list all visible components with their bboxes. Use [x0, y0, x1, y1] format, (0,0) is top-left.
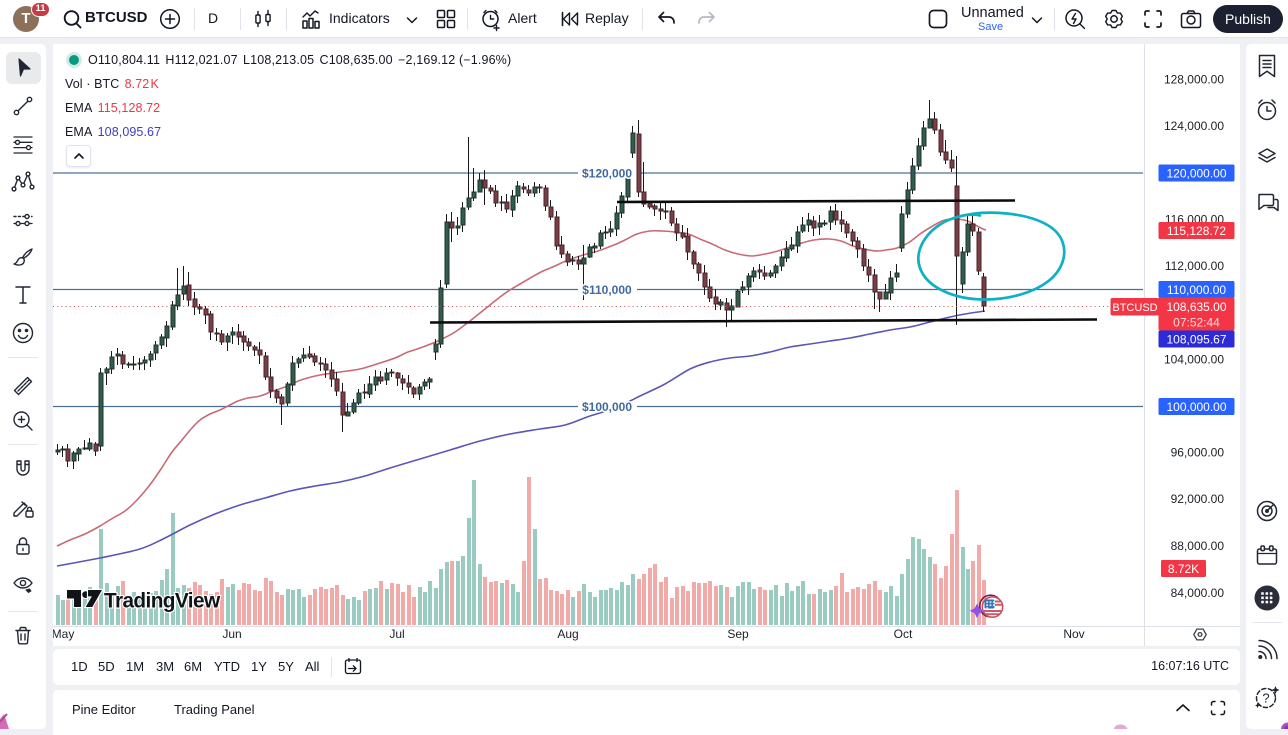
svg-text:?: ?	[1262, 691, 1269, 706]
svg-text:88,000.00: 88,000.00	[1171, 539, 1225, 553]
svg-text:Aug: Aug	[557, 627, 578, 641]
svg-text:128,000.00: 128,000.00	[1164, 73, 1224, 87]
svg-text:96,000.00: 96,000.00	[1171, 446, 1225, 460]
svg-text:$120,000: $120,000	[582, 167, 632, 181]
svg-text:Sep: Sep	[727, 627, 749, 641]
svg-text:8.72K: 8.72K	[1168, 562, 1199, 576]
svg-text:124,000.00: 124,000.00	[1164, 119, 1224, 133]
svg-text:$100,000: $100,000	[582, 400, 632, 414]
svg-text:112,000.00: 112,000.00	[1165, 259, 1224, 273]
svg-text:108,095.67: 108,095.67	[1166, 332, 1226, 346]
svg-text:BTCUSD: BTCUSD	[1112, 302, 1157, 314]
svg-text:104,000.00: 104,000.00	[1164, 353, 1224, 367]
svg-text:Nov: Nov	[1063, 627, 1084, 641]
svg-text:Jun: Jun	[222, 627, 241, 641]
svg-text:108,635.00: 108,635.00	[1166, 300, 1226, 314]
svg-text:115,128.72: 115,128.72	[1167, 224, 1226, 238]
svg-text:120,000.00: 120,000.00	[1166, 166, 1226, 180]
svg-text:May: May	[53, 627, 74, 641]
svg-text:110,000.00: 110,000.00	[1167, 283, 1226, 297]
svg-text:84,000.00: 84,000.00	[1171, 586, 1225, 600]
svg-text:100,000.00: 100,000.00	[1166, 400, 1226, 414]
svg-text:07:52:44: 07:52:44	[1173, 316, 1220, 330]
svg-text:$110,000: $110,000	[582, 283, 632, 297]
svg-text:Jul: Jul	[389, 627, 404, 641]
svg-text:92,000.00: 92,000.00	[1171, 492, 1225, 506]
svg-text:TradingView: TradingView	[104, 590, 221, 613]
svg-text:Oct: Oct	[894, 627, 913, 641]
